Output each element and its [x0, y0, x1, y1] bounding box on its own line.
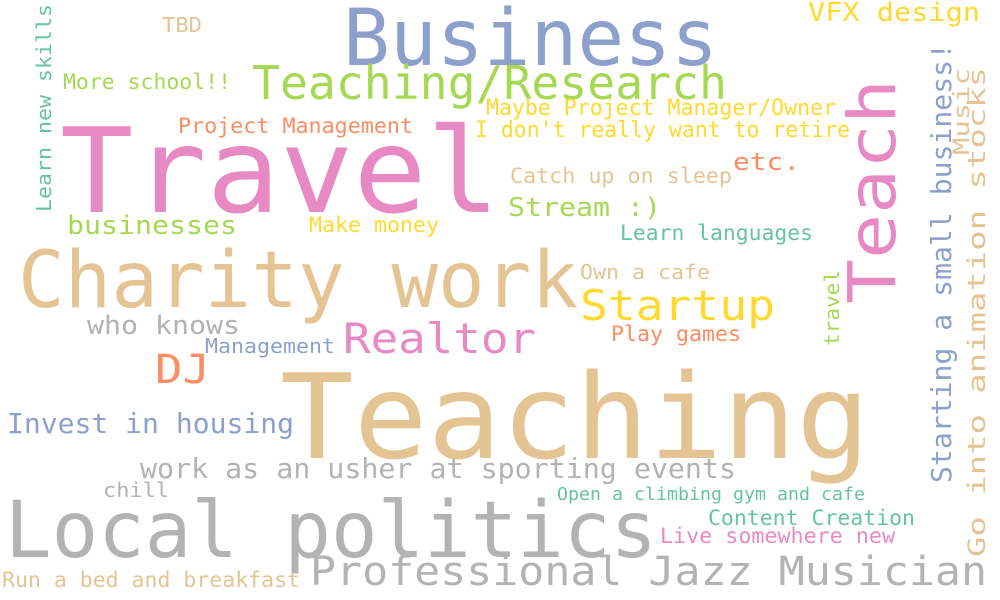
cloud-word-stream: Stream :) [508, 193, 661, 223]
cloud-word-teaching: Teaching [280, 348, 870, 486]
cloud-word-learn-new-skills: Learn new skills [32, 4, 56, 213]
cloud-word-travel: travel [820, 270, 844, 346]
cloud-word-local-politics: Local politics [5, 486, 657, 576]
cloud-word-live-somewhere-new: Live somewhere new [660, 524, 895, 548]
cloud-word-etc: etc. [733, 148, 800, 176]
cloud-word-business: Business [343, 0, 718, 84]
cloud-word-management: Management [205, 334, 335, 358]
cloud-word-open-a-climbing-gym-and-cafe: Open a climbing gym and cafe [557, 484, 865, 505]
cloud-word-run-a-bed-and-breakfast: Run a bed and breakfast [2, 568, 300, 592]
cloud-word-work-as-an-usher-at-sporting-events: work as an usher at sporting events [140, 452, 736, 485]
cloud-word-project-management: Project Management [178, 114, 413, 138]
cloud-word-music: Music [950, 68, 975, 155]
cloud-word-teach: Teach [834, 78, 911, 304]
cloud-word-who-knows: who knows [87, 311, 240, 341]
cloud-word-tbd: TBD [162, 13, 202, 37]
cloud-word-travel: Travel [60, 102, 500, 240]
cloud-word-chill: chill [103, 478, 169, 502]
cloud-word-invest-in-housing: Invest in housing [7, 407, 294, 440]
cloud-word-catch-up-on-sleep: Catch up on sleep [510, 164, 732, 188]
cloud-word-content-creation: Content Creation [708, 506, 915, 530]
cloud-word-realtor: Realtor [343, 314, 536, 363]
cloud-word-play-games: Play games [611, 322, 741, 346]
cloud-word-startup: Startup [580, 281, 775, 330]
cloud-word-vfx-design: VFX design [808, 0, 980, 28]
cloud-word-i-don-t-really-want-to-retire: I don't really want to retire [475, 118, 850, 143]
cloud-word-charity-work: Charity work [18, 236, 578, 326]
cloud-word-make-money: Make money [309, 213, 439, 237]
cloud-word-learn-languages: Learn languages [620, 221, 813, 245]
cloud-word-maybe-project-manager-owner: Maybe Project Manager/Owner [486, 96, 836, 121]
cloud-word-own-a-cafe: Own a cafe [580, 260, 710, 284]
cloud-word-teaching-research: Teaching/Research [252, 56, 727, 110]
cloud-word-dj: DJ [155, 347, 210, 393]
cloud-word-professional-jazz-musician: Professional Jazz Musician [310, 549, 987, 595]
cloud-word-more-school: More school!! [63, 70, 231, 94]
cloud-word-businesses: businesses [67, 211, 237, 241]
